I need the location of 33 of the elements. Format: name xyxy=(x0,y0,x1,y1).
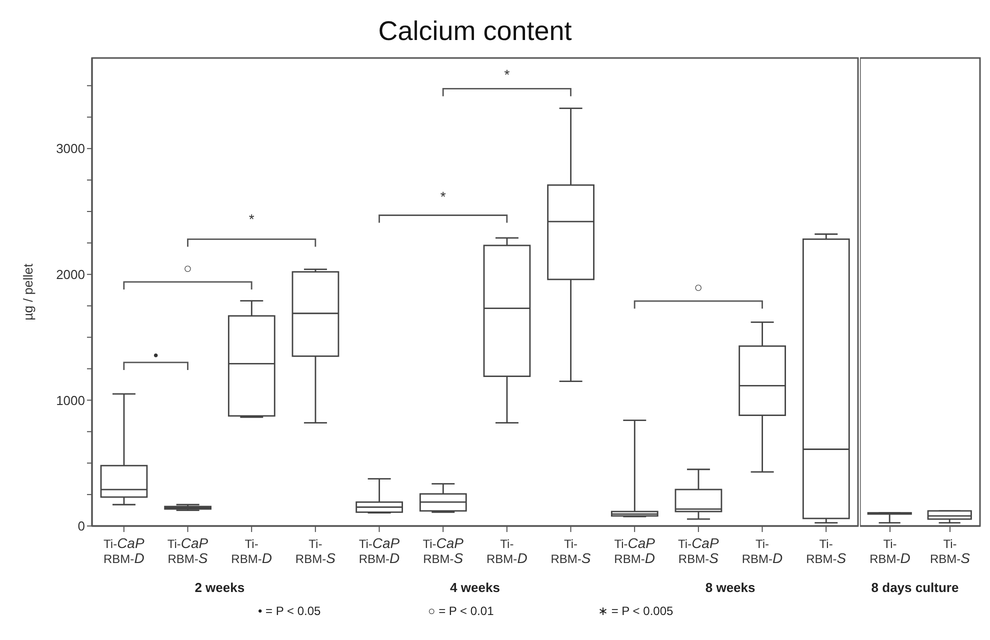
text: ○ = P < 0.01 xyxy=(428,604,494,618)
x-tick-label: Ti- RBM-S xyxy=(806,537,847,566)
annotation: • xyxy=(153,346,158,363)
annotation: ○ xyxy=(184,260,192,276)
x-tick-label: Ti- RBM-S xyxy=(550,537,592,566)
annotation: * xyxy=(504,66,510,82)
x-tick-label: Ti-CaP RBM-D xyxy=(614,535,656,566)
x-tick-label: Ti- RBM-S xyxy=(930,537,971,566)
x-tick-label: Ti-CaP RBM-D xyxy=(358,535,400,566)
text: ∗ = P < 0.005 xyxy=(598,604,674,618)
y-tick-label: 0 xyxy=(78,518,85,534)
annotation: * xyxy=(248,211,255,228)
x-tick-label: Ti-CaP RBM-S xyxy=(167,535,209,566)
text: 8 weeks xyxy=(704,580,756,595)
text: 2 weeks xyxy=(194,580,246,595)
x-tick-label: Ti-CaP RBM-S xyxy=(678,535,720,566)
x-tick-label: Ti-CaP RBM-S xyxy=(422,535,464,566)
y-tick-label: 1000 xyxy=(56,392,85,408)
annotation: * xyxy=(440,188,446,204)
y-axis-title: µg / pellet xyxy=(20,263,36,320)
x-tick-label: Ti- RBM-S xyxy=(295,537,336,566)
text: • = P < 0.05 xyxy=(258,604,321,618)
x-tick-label: Ti-CaP RBM-D xyxy=(104,535,145,566)
x-tick-label: Ti- RBM-D xyxy=(486,537,528,566)
text: 4 weeks xyxy=(449,580,501,595)
chart-title: Calcium content xyxy=(377,16,573,47)
x-tick-label: Ti- RBM-D xyxy=(231,537,272,566)
x-tick-label: Ti- RBM-D xyxy=(742,537,783,566)
y-tick-label: 3000 xyxy=(56,141,85,156)
x-tick-label: Ti- RBM-D xyxy=(870,537,910,566)
annotation: ○ xyxy=(694,278,703,295)
y-tick-label: 2000 xyxy=(56,267,85,282)
x-axis-title: 8 days culture xyxy=(870,580,960,595)
